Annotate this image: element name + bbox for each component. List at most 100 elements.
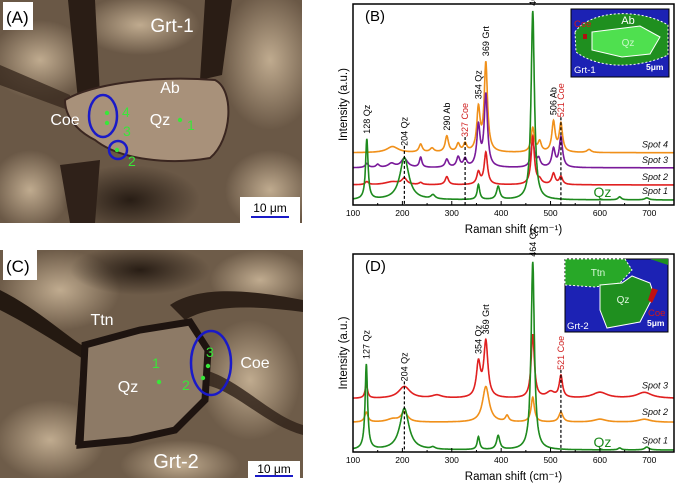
plot-frame <box>352 253 675 453</box>
quartz-inclusion <box>76 318 212 449</box>
panel-label: (B) <box>365 8 385 25</box>
panel-label: (D) <box>365 258 386 275</box>
qz-region <box>591 25 661 58</box>
spot-marker <box>156 379 162 385</box>
inset-map-d: Ttn Qz Coe Grt-2 5μm <box>564 258 669 333</box>
ab-label: Ab <box>160 80 180 97</box>
x-tick-label: 400 <box>494 208 508 218</box>
chart-b: Spot 4 Spot 3 Spot 2 Spot 1 Qz 128 Qz 204 Qz 29… <box>338 0 675 236</box>
spot-marker <box>104 120 110 126</box>
panel-label-box <box>3 2 33 30</box>
coe-ellipse <box>87 93 119 139</box>
x-tick-label: 200 <box>395 455 409 465</box>
peak-label: 204 Qz <box>399 116 409 146</box>
scale-bar-label: 10 μm <box>257 462 291 476</box>
inset-ab-label: Ab <box>621 15 634 27</box>
x-tick-label: 100 <box>346 455 360 465</box>
y-axis-title: Intensity (a.u.) <box>338 68 350 141</box>
scale-bar-label: 10 μm <box>253 201 287 215</box>
peak-label: 327 Coe <box>460 103 470 137</box>
peak-label: 369 Grt <box>481 304 491 335</box>
series-label: Spot 3 <box>642 381 668 391</box>
reference-tag: Qz <box>593 434 611 450</box>
qz-label: Qz <box>150 112 170 129</box>
series-line-spot-4 <box>353 61 674 154</box>
host-label: Grt-2 <box>153 451 199 473</box>
ttn-region <box>564 258 633 288</box>
spot-marker <box>205 363 211 369</box>
chart-d: Spot 3 Spot 2 Spot 1 Qz 127 Qz 204 Qz 354 Qz36… <box>338 227 675 483</box>
series-line-spot-3 <box>353 333 674 399</box>
series-label: Spot 2 <box>642 172 668 182</box>
series-label: Spot 1 <box>642 186 668 196</box>
x-tick-label: 300 <box>445 455 459 465</box>
spot-marker <box>200 375 206 381</box>
series-label: Spot 3 <box>642 155 668 165</box>
spot-marker <box>104 110 110 116</box>
spot-label: 1 <box>152 355 160 371</box>
host-label: Grt-1 <box>150 16 193 37</box>
plot-frame <box>352 3 675 206</box>
quartz-inclusion <box>63 77 230 162</box>
coe-region <box>583 34 587 39</box>
coe-label: Coe <box>240 355 269 372</box>
spot-label: 3 <box>206 344 214 360</box>
scale-bar-box <box>240 197 300 223</box>
panel-label-c: (C) <box>6 257 30 276</box>
x-tick-label: 600 <box>593 455 607 465</box>
ttn-region-corner <box>650 259 668 265</box>
series-line-spot-2 <box>352 133 674 186</box>
series-label: Spot 1 <box>642 435 668 445</box>
inset-scale-label: 5μm <box>647 318 665 328</box>
inset-coe-label: Coe <box>574 19 591 30</box>
spot-marker <box>114 147 120 153</box>
inset-coe-label: Coe <box>648 308 665 319</box>
x-axis-title: Raman shift (cm⁻¹) <box>465 224 563 236</box>
coe-region <box>648 288 658 303</box>
x-tick-label: 700 <box>642 455 656 465</box>
spot-label: 3 <box>123 123 131 139</box>
peak-label: 354 Qz <box>473 70 483 100</box>
coe-ellipse-small <box>107 139 129 161</box>
inset-host-label: Grt-1 <box>574 65 596 76</box>
qz-label: Qz <box>118 379 138 396</box>
scale-bar-box <box>248 461 300 478</box>
x-tick-label: 200 <box>395 208 409 218</box>
spot-label: 4 <box>122 104 130 120</box>
series-label: Spot 2 <box>642 407 668 417</box>
spot-label: 2 <box>128 153 136 169</box>
x-tick-label: 600 <box>593 208 607 218</box>
x-tick-label: 100 <box>346 208 360 218</box>
spot-marker <box>177 117 183 123</box>
inset-qz-label: Qz <box>617 295 630 306</box>
inset-host-label: Grt-2 <box>567 321 589 332</box>
x-tick-label: 300 <box>445 208 459 218</box>
coe-ellipse <box>189 329 233 397</box>
series-line-spot-1 <box>352 261 674 451</box>
x-tick-label: 400 <box>494 455 508 465</box>
x-axis-title: Raman shift (cm⁻¹) <box>465 471 563 483</box>
peak-label: 128 Qz <box>362 104 372 134</box>
panel-label-a: (A) <box>6 8 29 27</box>
ttn-label: Ttn <box>90 312 113 329</box>
coe-label: Coe <box>50 112 79 129</box>
series-label: Spot 4 <box>642 140 668 150</box>
peak-label: 290 Ab <box>442 103 452 131</box>
panel-label-box <box>3 250 37 280</box>
peak-label: 204 Qz <box>399 352 409 382</box>
peak-label: 354 Qz <box>473 324 483 354</box>
peak-label: 464 Qz <box>528 227 538 257</box>
peak-label: 127 Qz <box>361 329 371 359</box>
peak-label: 521 Coe <box>556 83 566 117</box>
inset-map-b: Coe Ab Qz Grt-1 5μm <box>570 8 670 78</box>
micrograph-c: (C) Ttn Qz Coe Grt-2 1 2 3 10 μm <box>0 250 303 478</box>
micrograph-a: (A) Grt-1 Ab Qz Coe 1 2 3 4 10 μm <box>0 0 302 223</box>
peak-label: 506 Ab <box>549 87 559 115</box>
spot-label: 2 <box>182 377 190 393</box>
peak-label: 464 Qz <box>528 0 538 6</box>
x-tick-label: 500 <box>543 208 557 218</box>
inset-ttn-label: Ttn <box>591 268 605 279</box>
x-tick-label: 700 <box>642 208 656 218</box>
peak-label: 369 Grt <box>481 26 491 57</box>
